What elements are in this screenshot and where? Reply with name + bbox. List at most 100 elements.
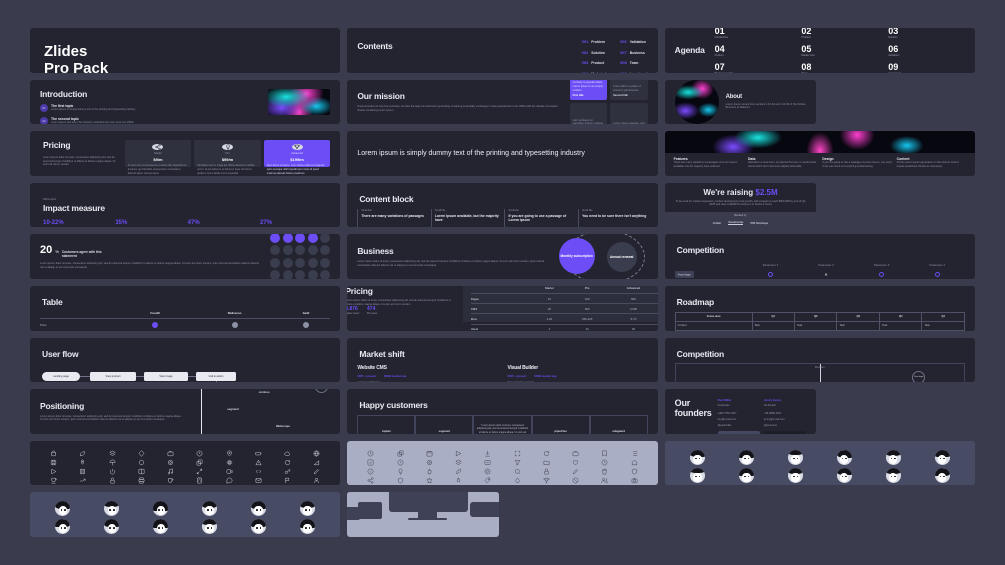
alert-icon[interactable] xyxy=(255,459,262,466)
calculator-icon[interactable] xyxy=(196,477,203,484)
bookmark-icon[interactable] xyxy=(601,450,608,457)
send-icon[interactable] xyxy=(455,450,462,457)
avatar[interactable] xyxy=(885,449,901,465)
avatar[interactable] xyxy=(836,467,852,483)
target-icon[interactable] xyxy=(167,459,174,466)
slide-icon-set-light[interactable] xyxy=(347,440,658,486)
cell[interactable]: Task xyxy=(878,320,923,331)
battery-icon[interactable] xyxy=(255,450,262,457)
time-icon[interactable] xyxy=(397,459,404,466)
folder-icon[interactable] xyxy=(543,459,550,466)
founder-profile[interactable]: Jenny Evans Co-founder +38 9885 4307 jen… xyxy=(763,398,807,434)
user-icon[interactable] xyxy=(313,477,320,484)
flow-node[interactable]: Landing page xyxy=(42,371,80,381)
slide-table[interactable]: Table FoodX Deliveroo Getir Price Option… xyxy=(30,285,341,331)
slide-happy-customers[interactable]: Happy customers zaplan segment "Lorem ip… xyxy=(347,389,658,434)
slide-lorem-text[interactable]: Lorem ipsum is simply dummy text of the … xyxy=(347,131,658,176)
cloud-icon[interactable] xyxy=(284,450,291,457)
edit-icon[interactable] xyxy=(572,468,579,475)
agenda-item[interactable]: 06 Validation xyxy=(888,44,965,57)
avatar[interactable] xyxy=(738,449,754,465)
heart-icon[interactable] xyxy=(572,459,579,466)
copy-icon[interactable] xyxy=(397,450,404,457)
agenda-item[interactable]: 01 Introduction xyxy=(715,28,792,39)
minus-icon[interactable] xyxy=(484,459,491,466)
avatar[interactable] xyxy=(934,467,950,483)
quadrant-your-logo-badge[interactable]: Your logo xyxy=(912,370,926,383)
umbrella-icon[interactable] xyxy=(109,459,116,466)
refresh-icon[interactable] xyxy=(284,459,291,466)
expand-icon[interactable] xyxy=(196,468,203,475)
video-icon[interactable] xyxy=(226,468,233,475)
gear-icon[interactable] xyxy=(426,459,433,466)
cell[interactable]: Task xyxy=(921,320,965,331)
flow-node[interactable]: View image xyxy=(144,371,188,381)
diamond-icon[interactable] xyxy=(138,450,145,457)
slide-competition-quadrant[interactable]: Competition Premium Local Offline Online… xyxy=(664,337,975,383)
shield2-icon[interactable] xyxy=(397,477,404,484)
content-card[interactable]: Small title Lorem Ipsum available, but th… xyxy=(430,208,501,228)
contents-item[interactable]: 006 Validation xyxy=(620,39,648,44)
calendar-icon[interactable] xyxy=(426,450,433,457)
contents-item[interactable]: 009Investment xyxy=(620,71,648,73)
expand-icon[interactable] xyxy=(514,450,521,457)
avatar[interactable] xyxy=(104,519,120,535)
avatar[interactable] xyxy=(738,467,754,483)
avatar[interactable] xyxy=(104,501,120,517)
briefcase-icon[interactable] xyxy=(167,450,174,457)
cell[interactable]: Task xyxy=(751,320,795,331)
slide-cover[interactable]: Zlides Pro Pack zlides xyxy=(30,28,341,73)
rocket-icon[interactable] xyxy=(79,459,86,466)
contents-item[interactable]: 008 Team xyxy=(620,60,648,65)
key-icon[interactable] xyxy=(284,468,291,475)
slide-user-flow[interactable]: User flow Landing page View product View… xyxy=(30,337,341,383)
avatar[interactable] xyxy=(690,467,706,483)
bag-icon[interactable] xyxy=(50,450,57,457)
slide-content-block[interactable]: Content block Small title There are many … xyxy=(347,182,658,228)
slide-features[interactable]: Features There are many variations of pas… xyxy=(664,131,975,176)
avatar[interactable] xyxy=(250,519,266,535)
layers-icon[interactable] xyxy=(455,459,462,466)
avatar[interactable] xyxy=(690,449,706,465)
flow-node[interactable]: View product xyxy=(90,371,136,381)
info-icon[interactable] xyxy=(367,468,374,475)
list-icon[interactable] xyxy=(631,450,638,457)
mission-card[interactable]: Cras mollis is a place of interest Lytle… xyxy=(610,79,648,101)
printer-icon[interactable] xyxy=(138,477,145,484)
ban-icon[interactable] xyxy=(572,477,579,484)
slide-market-shift[interactable]: Market shift Website CMS 2005 - present … xyxy=(347,337,658,383)
slide-agenda[interactable]: Agenda 01 Introduction 02 Problem 03 Soluti… xyxy=(664,28,975,73)
positioning-point[interactable]: contoso xyxy=(258,389,270,394)
avatar[interactable] xyxy=(250,501,266,517)
slide-competition-matrix[interactable]: Competition Parameter 1 Parameter 2 Para… xyxy=(664,234,975,279)
slide-avatars-dark[interactable] xyxy=(664,440,975,486)
check-icon[interactable] xyxy=(367,459,374,466)
slide-business[interactable]: Business Lorem ipsum dolor sit amet, con… xyxy=(347,234,658,279)
slide-roadmap[interactable]: Roadmap Focus area Q1 Q2 Q3 Q4 Q1 Conten… xyxy=(664,285,975,331)
slide-mission[interactable]: Our mission Knop survived not only five … xyxy=(347,79,658,125)
cell[interactable]: Task xyxy=(793,320,838,331)
slide-pricing-table[interactable]: Pricing Lorem ipsum dolor sit amet, cons… xyxy=(347,285,658,331)
pause-icon[interactable] xyxy=(79,468,86,475)
leaf-icon[interactable] xyxy=(79,450,86,457)
star-icon[interactable] xyxy=(426,477,433,484)
flower-icon[interactable] xyxy=(226,459,233,466)
globe-icon[interactable] xyxy=(313,450,320,457)
avatar[interactable] xyxy=(787,467,803,483)
slide-introduction[interactable]: Introduction 01 The first topic Lorem Ips… xyxy=(30,79,341,125)
avatar[interactable] xyxy=(934,449,950,465)
slide-pricing-cards[interactable]: Pricing Lorem ipsum dolor sit amet, cons… xyxy=(30,131,341,176)
agenda-item[interactable]: 02 Problem xyxy=(801,28,878,39)
save-icon[interactable] xyxy=(50,459,57,466)
cell[interactable]: Task xyxy=(836,320,880,331)
agenda-item[interactable]: 09Investment xyxy=(888,62,965,73)
avatar[interactable] xyxy=(885,467,901,483)
share-icon[interactable] xyxy=(367,477,374,484)
briefcase-icon[interactable] xyxy=(572,450,579,457)
link-icon[interactable] xyxy=(455,468,462,475)
content-card[interactable]: Small title You need to be sure there isn… xyxy=(578,208,648,228)
pricing-tier-card[interactable]: Pro $99/m Similique sunt in culpa qui of… xyxy=(194,140,261,175)
thumb-icon[interactable] xyxy=(426,468,433,475)
layers-icon[interactable] xyxy=(108,450,116,457)
